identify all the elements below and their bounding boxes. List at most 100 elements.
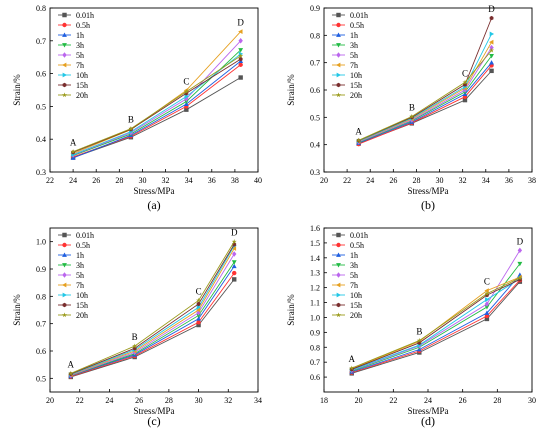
data-point xyxy=(356,137,362,143)
legend-label: 3h xyxy=(350,41,358,50)
chart-panel: 20 22 24 26 28 30 32 34 36 38 0.3 0.4 0.5 0.6 0.7 0.8 0.… xyxy=(286,4,536,212)
x-tick-label: 36 xyxy=(208,176,216,185)
stage-label: D xyxy=(231,228,238,238)
x-tick-label: 38 xyxy=(528,176,536,185)
data-point xyxy=(183,99,189,105)
x-tick-label: 20 xyxy=(320,176,328,185)
legend-marker xyxy=(336,302,341,308)
chart-panel: 18 20 22 24 26 28 30 0.6 0.7 0.8 0.9 1.0 1.1 1.2 1.3 1.… xyxy=(286,224,536,428)
x-axis-label: Stress/MPa xyxy=(407,406,448,416)
series-line xyxy=(72,40,241,156)
series-line xyxy=(351,281,521,374)
series-line xyxy=(70,241,235,374)
data-point xyxy=(485,297,490,302)
series-line xyxy=(70,279,235,378)
x-tick-label: 34 xyxy=(185,176,193,185)
data-point xyxy=(484,290,490,296)
x-tick-label: 22 xyxy=(76,396,84,405)
legend-marker xyxy=(335,92,342,98)
series-line xyxy=(70,244,235,375)
x-tick-label: 22 xyxy=(389,396,397,405)
series-line xyxy=(72,53,241,156)
data-point xyxy=(489,47,495,53)
legend-label: 3h xyxy=(350,261,358,270)
y-axis-label: Strain/% xyxy=(286,294,296,326)
series-line xyxy=(358,50,492,141)
data-point xyxy=(232,277,237,282)
stage-label: D xyxy=(237,18,244,28)
legend-marker xyxy=(61,312,68,318)
legend-marker xyxy=(62,263,67,268)
series-line xyxy=(358,55,492,143)
series-line xyxy=(351,279,521,370)
legend-marker xyxy=(335,312,342,318)
data-point xyxy=(231,263,237,269)
legend-marker xyxy=(61,282,67,288)
series-line xyxy=(358,41,492,142)
panel-label: (c) xyxy=(147,414,160,428)
data-point xyxy=(196,297,202,303)
y-tick-label: 0.6 xyxy=(310,86,320,95)
data-point xyxy=(409,113,415,119)
plot-frame xyxy=(49,7,259,173)
y-tick-label: 0.7 xyxy=(310,358,320,367)
chart-panel: 22 24 26 28 30 32 34 36 38 40 0.3 0.4 0.5 0.6 0.7 0.8 St… xyxy=(12,4,262,212)
x-tick-label: 28 xyxy=(412,176,420,185)
data-point xyxy=(238,56,243,62)
y-tick-label: 0.4 xyxy=(36,135,46,144)
y-tick-label: 0.9 xyxy=(36,265,46,274)
legend-marker xyxy=(62,232,67,238)
legend-marker xyxy=(62,43,67,48)
legend-marker xyxy=(62,252,67,257)
y-tick-label: 0.3 xyxy=(310,168,320,177)
data-point xyxy=(489,60,494,65)
y-tick-label: 0.6 xyxy=(36,347,46,356)
data-point xyxy=(128,126,134,131)
series-line xyxy=(72,58,241,153)
legend-label: 0.5h xyxy=(76,241,90,250)
series-line xyxy=(72,60,241,159)
legend-label: 10h xyxy=(76,291,88,300)
y-tick-label: 1.5 xyxy=(310,239,320,248)
x-axis-label: Stress/MPa xyxy=(407,186,448,196)
data-point xyxy=(489,68,494,74)
x-tick-label: 26 xyxy=(135,396,143,405)
legend-marker xyxy=(336,232,341,238)
data-point xyxy=(489,39,494,45)
y-tick-label: 0.3 xyxy=(36,168,46,177)
y-tick-label: 0.9 xyxy=(310,4,320,13)
data-point xyxy=(184,94,189,99)
y-tick-label: 1.2 xyxy=(310,284,320,293)
legend-marker xyxy=(336,263,341,268)
y-tick-label: 0.6 xyxy=(310,373,320,382)
legend-marker xyxy=(336,22,341,28)
data-point xyxy=(517,261,523,267)
y-tick-label: 1.3 xyxy=(310,269,320,278)
stage-label: A xyxy=(68,359,75,369)
data-point xyxy=(232,270,237,276)
x-tick-label: 40 xyxy=(254,176,262,185)
stage-label: B xyxy=(409,103,415,113)
data-point xyxy=(68,370,74,376)
legend-marker xyxy=(336,12,341,18)
x-tick-label: 38 xyxy=(231,176,239,185)
data-point xyxy=(489,15,494,21)
legend-label: 5h xyxy=(350,271,358,280)
y-tick-label: 0.7 xyxy=(36,37,46,46)
data-point xyxy=(349,365,355,371)
legend-marker xyxy=(62,22,67,28)
x-tick-label: 24 xyxy=(69,176,77,185)
data-point xyxy=(184,107,189,112)
data-point xyxy=(196,304,202,310)
x-tick-label: 30 xyxy=(195,396,203,405)
series-line xyxy=(351,274,521,373)
legend-label: 5h xyxy=(350,51,358,60)
series-line xyxy=(358,62,492,144)
legend-label: 20h xyxy=(76,311,88,320)
stage-label: B xyxy=(128,115,134,125)
data-point xyxy=(196,320,201,325)
legend-marker xyxy=(62,272,67,278)
y-tick-label: 0.5 xyxy=(36,374,46,383)
data-point xyxy=(238,38,243,44)
